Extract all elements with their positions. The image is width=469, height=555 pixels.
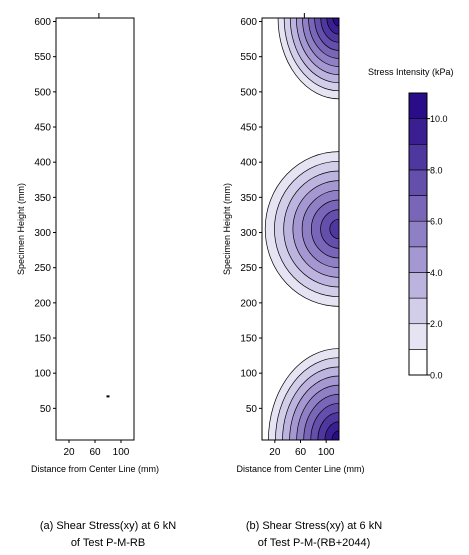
y-tick-label: 600 bbox=[240, 17, 257, 28]
legend-swatch bbox=[408, 220, 428, 248]
y-tick-label: 400 bbox=[240, 158, 257, 169]
panel-b: 50 100 150 200 250 300 350 400 450 500 550 600 20 60… bbox=[222, 13, 382, 549]
legend-swatch bbox=[408, 297, 428, 325]
y-tick-label: 550 bbox=[240, 52, 257, 63]
x-tick-label: 60 bbox=[295, 447, 307, 458]
x-tick-label: 100 bbox=[113, 447, 130, 458]
y-tick-label: 550 bbox=[34, 52, 51, 63]
legend-tick-label: 10.0 bbox=[430, 114, 448, 124]
legend-title: Stress Intensity (kPa) bbox=[368, 67, 454, 77]
caption-b-line1: (b) Shear Stress(xy) at 6 kN bbox=[246, 520, 382, 532]
legend-ticks: 0.0 2.0 4.0 6.0 8.0 10.0 bbox=[427, 114, 448, 381]
legend-swatch bbox=[408, 272, 428, 299]
contour-band-1-10 bbox=[332, 18, 339, 27]
data-mark bbox=[106, 395, 110, 398]
legend-tick-label: 6.0 bbox=[430, 217, 443, 227]
color-legend: Stress Intensity (kPa) 0.0 2.0 4.0 6.0 8.0 10… bbox=[368, 67, 454, 381]
legend-frame bbox=[408, 92, 428, 376]
legend-swatch bbox=[408, 169, 428, 196]
x-tick-label: 20 bbox=[63, 447, 75, 458]
y-ticks-b: 50 100 150 200 250 300 350 400 450 500 550 600 bbox=[240, 17, 262, 415]
y-tick-label: 200 bbox=[240, 298, 257, 309]
caption-a-line1: (a) Shear Stress(xy) at 6 kN bbox=[40, 520, 176, 532]
plot-background bbox=[56, 18, 134, 440]
legend-swatches bbox=[408, 92, 428, 376]
legend-swatch bbox=[408, 195, 428, 222]
contour-fill-a bbox=[56, 18, 134, 440]
y-tick-label: 250 bbox=[240, 263, 257, 274]
panel-a: 50 100 150 200 250 300 350 400 450 500 550 600 20 60… bbox=[16, 13, 176, 549]
x-axis-label-a: Distance from Center Line (mm) bbox=[31, 464, 159, 474]
x-ticks-a: 20 60 100 bbox=[63, 13, 130, 458]
y-tick-label: 50 bbox=[246, 404, 258, 415]
legend-tick-label: 4.0 bbox=[430, 268, 443, 278]
x-tick-label: 100 bbox=[318, 447, 335, 458]
y-axis-label-b: Specimen Height (mm) bbox=[222, 183, 232, 275]
y-axis-label-a: Specimen Height (mm) bbox=[16, 183, 26, 275]
x-tick-label: 20 bbox=[269, 447, 281, 458]
legend-swatch bbox=[408, 323, 428, 350]
legend-swatch bbox=[408, 349, 428, 376]
legend-tick-label: 2.0 bbox=[430, 319, 443, 329]
y-tick-label: 450 bbox=[240, 123, 257, 134]
y-tick-label: 350 bbox=[240, 193, 257, 204]
y-tick-label: 100 bbox=[34, 369, 51, 380]
y-ticks-a: 50 100 150 200 250 300 350 400 450 500 550 600 bbox=[34, 17, 56, 415]
y-tick-label: 250 bbox=[34, 263, 51, 274]
y-tick-label: 300 bbox=[34, 228, 51, 239]
legend-swatch bbox=[408, 118, 428, 145]
y-tick-label: 450 bbox=[34, 123, 51, 134]
legend-tick-label: 0.0 bbox=[430, 371, 443, 381]
y-tick-label: 600 bbox=[34, 17, 51, 28]
y-tick-label: 500 bbox=[34, 87, 51, 98]
x-axis-label-b: Distance from Center Line (mm) bbox=[236, 464, 364, 474]
x-tick-label: 60 bbox=[89, 447, 101, 458]
x-ticks-b: 20 60 100 bbox=[269, 13, 335, 458]
caption-b-line2: of Test P-M-(RB+2044) bbox=[258, 537, 371, 549]
y-tick-label: 400 bbox=[34, 158, 51, 169]
legend-tick-label: 8.0 bbox=[430, 165, 443, 175]
y-tick-label: 150 bbox=[34, 334, 51, 345]
legend-swatch bbox=[408, 92, 428, 119]
y-tick-label: 300 bbox=[240, 228, 257, 239]
y-tick-label: 200 bbox=[34, 298, 51, 309]
marks-a bbox=[106, 395, 110, 398]
y-tick-label: 100 bbox=[240, 369, 257, 380]
contour-fill-b bbox=[262, 18, 339, 440]
caption-a-line2: of Test P-M-RB bbox=[71, 537, 145, 549]
y-tick-label: 50 bbox=[40, 404, 52, 415]
legend-swatch bbox=[408, 143, 428, 171]
y-tick-label: 350 bbox=[34, 193, 51, 204]
legend-swatch bbox=[408, 246, 428, 273]
y-tick-label: 150 bbox=[240, 334, 257, 345]
y-tick-label: 500 bbox=[240, 87, 257, 98]
